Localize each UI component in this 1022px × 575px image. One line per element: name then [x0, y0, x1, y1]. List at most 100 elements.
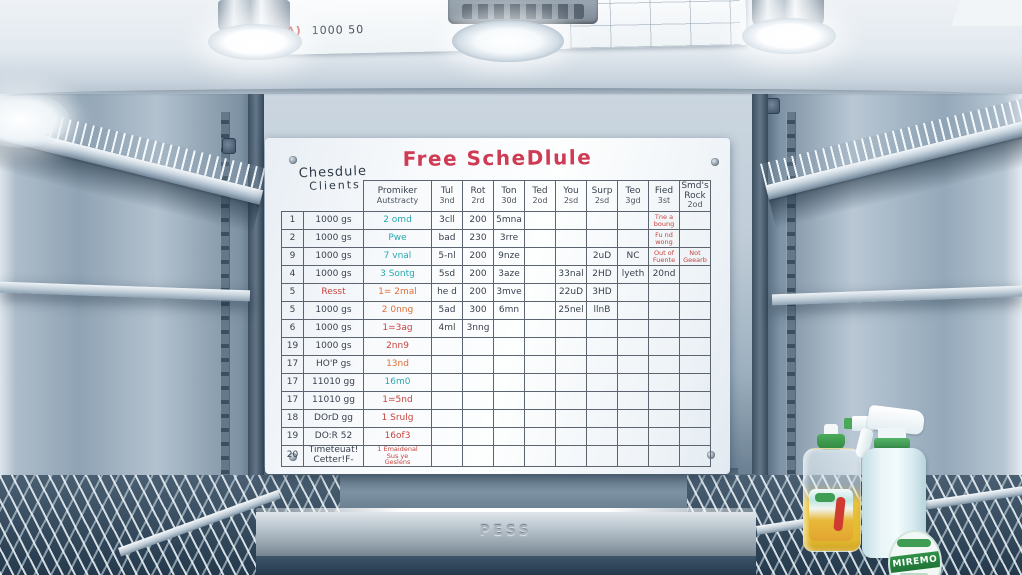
- row-number-cell: 6: [281, 319, 304, 338]
- bottle-label: [809, 489, 853, 541]
- top-right-paper-corner: [951, 0, 1022, 26]
- column-date-label: 2od: [532, 195, 548, 205]
- schedule-cell: [617, 301, 649, 320]
- client-cell: 1000 gs: [303, 319, 364, 338]
- schedule-cell: 3aze: [493, 265, 525, 284]
- client-cell: 1000 gs: [303, 265, 364, 284]
- table-row: 4 1000 gs 3 Sontg 5sd 200 3aze 33nal 2HD lyeth 20…: [281, 265, 711, 284]
- schedule-cell: 3HD: [586, 283, 618, 302]
- under-kick-shadow: [256, 556, 756, 575]
- row-number-cell: 9: [281, 247, 304, 266]
- row-number-cell: 18: [281, 409, 304, 428]
- schedule-cell: [524, 283, 556, 302]
- schedule-cell: [524, 445, 556, 467]
- schedule-cell: [679, 265, 711, 284]
- schedule-cell: Fu nd wong: [648, 229, 680, 248]
- schedule-cell: 2uD: [586, 247, 618, 266]
- client-cell: DOrD gg: [303, 409, 364, 428]
- table-row: 5 1000 gs 2 0nng 5ad 300 6mn 25nel llnB: [281, 301, 711, 320]
- schedule-cell: [555, 355, 587, 374]
- schedule-cell: [524, 319, 556, 338]
- schedule-cell: 6mn: [493, 301, 525, 320]
- schedule-cell: [617, 391, 649, 410]
- schedule-cell: 5sd: [431, 265, 463, 284]
- schedule-cell: [648, 337, 680, 356]
- row-number-cell: 1: [281, 211, 304, 230]
- schedule-cell: [555, 445, 587, 467]
- column-day-label: Promiker: [377, 186, 418, 197]
- schedule-cell: [617, 373, 649, 392]
- schedule-cell: [648, 445, 680, 467]
- row-number-cell: 4: [281, 265, 304, 284]
- label-pill: [897, 539, 931, 547]
- right-shelf-rail: [786, 112, 796, 512]
- schedule-cell: [493, 337, 525, 356]
- schedule-cell: [431, 391, 463, 410]
- schedule-cell: [586, 319, 618, 338]
- schedule-cell: [648, 301, 680, 320]
- schedule-cell: 3mve: [493, 283, 525, 302]
- schedule-cell: [648, 355, 680, 374]
- label-subtext-bar: [900, 573, 928, 575]
- table-row: 19 DO:R 52 16of3: [281, 427, 711, 446]
- schedule-cell: 2HD: [586, 265, 618, 284]
- schedule-cell: [617, 427, 649, 446]
- column-header-cell: Ton 30d: [493, 180, 525, 212]
- column-header-cell: Surp 2sd: [586, 180, 618, 212]
- schedule-cell: [679, 229, 711, 248]
- client-cell: 1000 gs: [303, 229, 364, 248]
- client-cell: Resst: [303, 283, 364, 302]
- schedule-cell: [617, 319, 649, 338]
- schedule-cell: [462, 427, 494, 446]
- vent-slats-icon: [462, 4, 584, 19]
- schedule-cell: 1=3ag: [363, 319, 432, 338]
- table-row: 17 HO'P gs 13nd: [281, 355, 711, 374]
- schedule-cell: [555, 337, 587, 356]
- spray-collar-band: [874, 438, 910, 449]
- schedule-cell: [493, 373, 525, 392]
- schedule-cell: 5mna: [493, 211, 525, 230]
- schedule-cell: [586, 211, 618, 230]
- column-header-cell: Ted 2od: [524, 180, 556, 212]
- bottle-tip: [824, 424, 838, 436]
- column-date-label: 2sd: [563, 195, 579, 205]
- column-day-label: Tul: [440, 186, 454, 197]
- column-date-label: 2od: [687, 200, 703, 210]
- header-blank-cell: [282, 181, 304, 212]
- schedule-cell: 25nel: [555, 301, 587, 320]
- schedule-cell: 3rre: [493, 229, 525, 248]
- schedule-cell: [679, 445, 711, 467]
- column-header-cell: Teo 3gd: [617, 180, 649, 212]
- schedule-cell: bad: [431, 229, 463, 248]
- column-day-label: You: [563, 186, 579, 197]
- schedule-cell: [679, 409, 711, 428]
- spray-bottle: MIREMO: [844, 404, 942, 575]
- schedule-cell: 1= 2mal: [363, 283, 432, 302]
- schedule-whiteboard: Free ScheDlule Chesdule Clients Promiker…: [265, 138, 730, 474]
- panel-badge-icon: [222, 138, 236, 154]
- schedule-cell: [431, 355, 463, 374]
- column-day-label: Surp: [591, 186, 613, 197]
- schedule-cell: Tne a boung: [648, 211, 680, 230]
- schedule-cell: [524, 355, 556, 374]
- screw-icon: [289, 156, 297, 164]
- schedule-cell: [493, 445, 525, 467]
- schedule-cell: Out of Fuente: [648, 247, 680, 266]
- client-cell: 11010 gg: [303, 373, 364, 392]
- schedule-cell: [524, 337, 556, 356]
- schedule-cell: [524, 373, 556, 392]
- schedule-cell: 13nd: [363, 355, 432, 374]
- table-row: 1 1000 gs 2 omd 3cll 200 5mna Tne a boung: [281, 211, 711, 230]
- schedule-cell: 4ml: [431, 319, 463, 338]
- schedule-cell: [431, 445, 463, 467]
- schedule-cell: [586, 229, 618, 248]
- table-row: 17 11010 gg 1=5nd: [281, 391, 711, 410]
- table-row: 9 1000 gs 7 vnal 5-nl 200 9nze 2uD NC Out of Fue…: [281, 247, 711, 266]
- schedule-table-wrap: Promiker Autstracty Tul 3nd Rot 2rd Ton 30d Ted 2…: [281, 180, 711, 467]
- schedule-cell: [462, 391, 494, 410]
- row-number-cell: 5: [281, 301, 304, 320]
- schedule-cell: 16m0: [363, 373, 432, 392]
- schedule-cell: [524, 301, 556, 320]
- schedule-cell: [524, 211, 556, 230]
